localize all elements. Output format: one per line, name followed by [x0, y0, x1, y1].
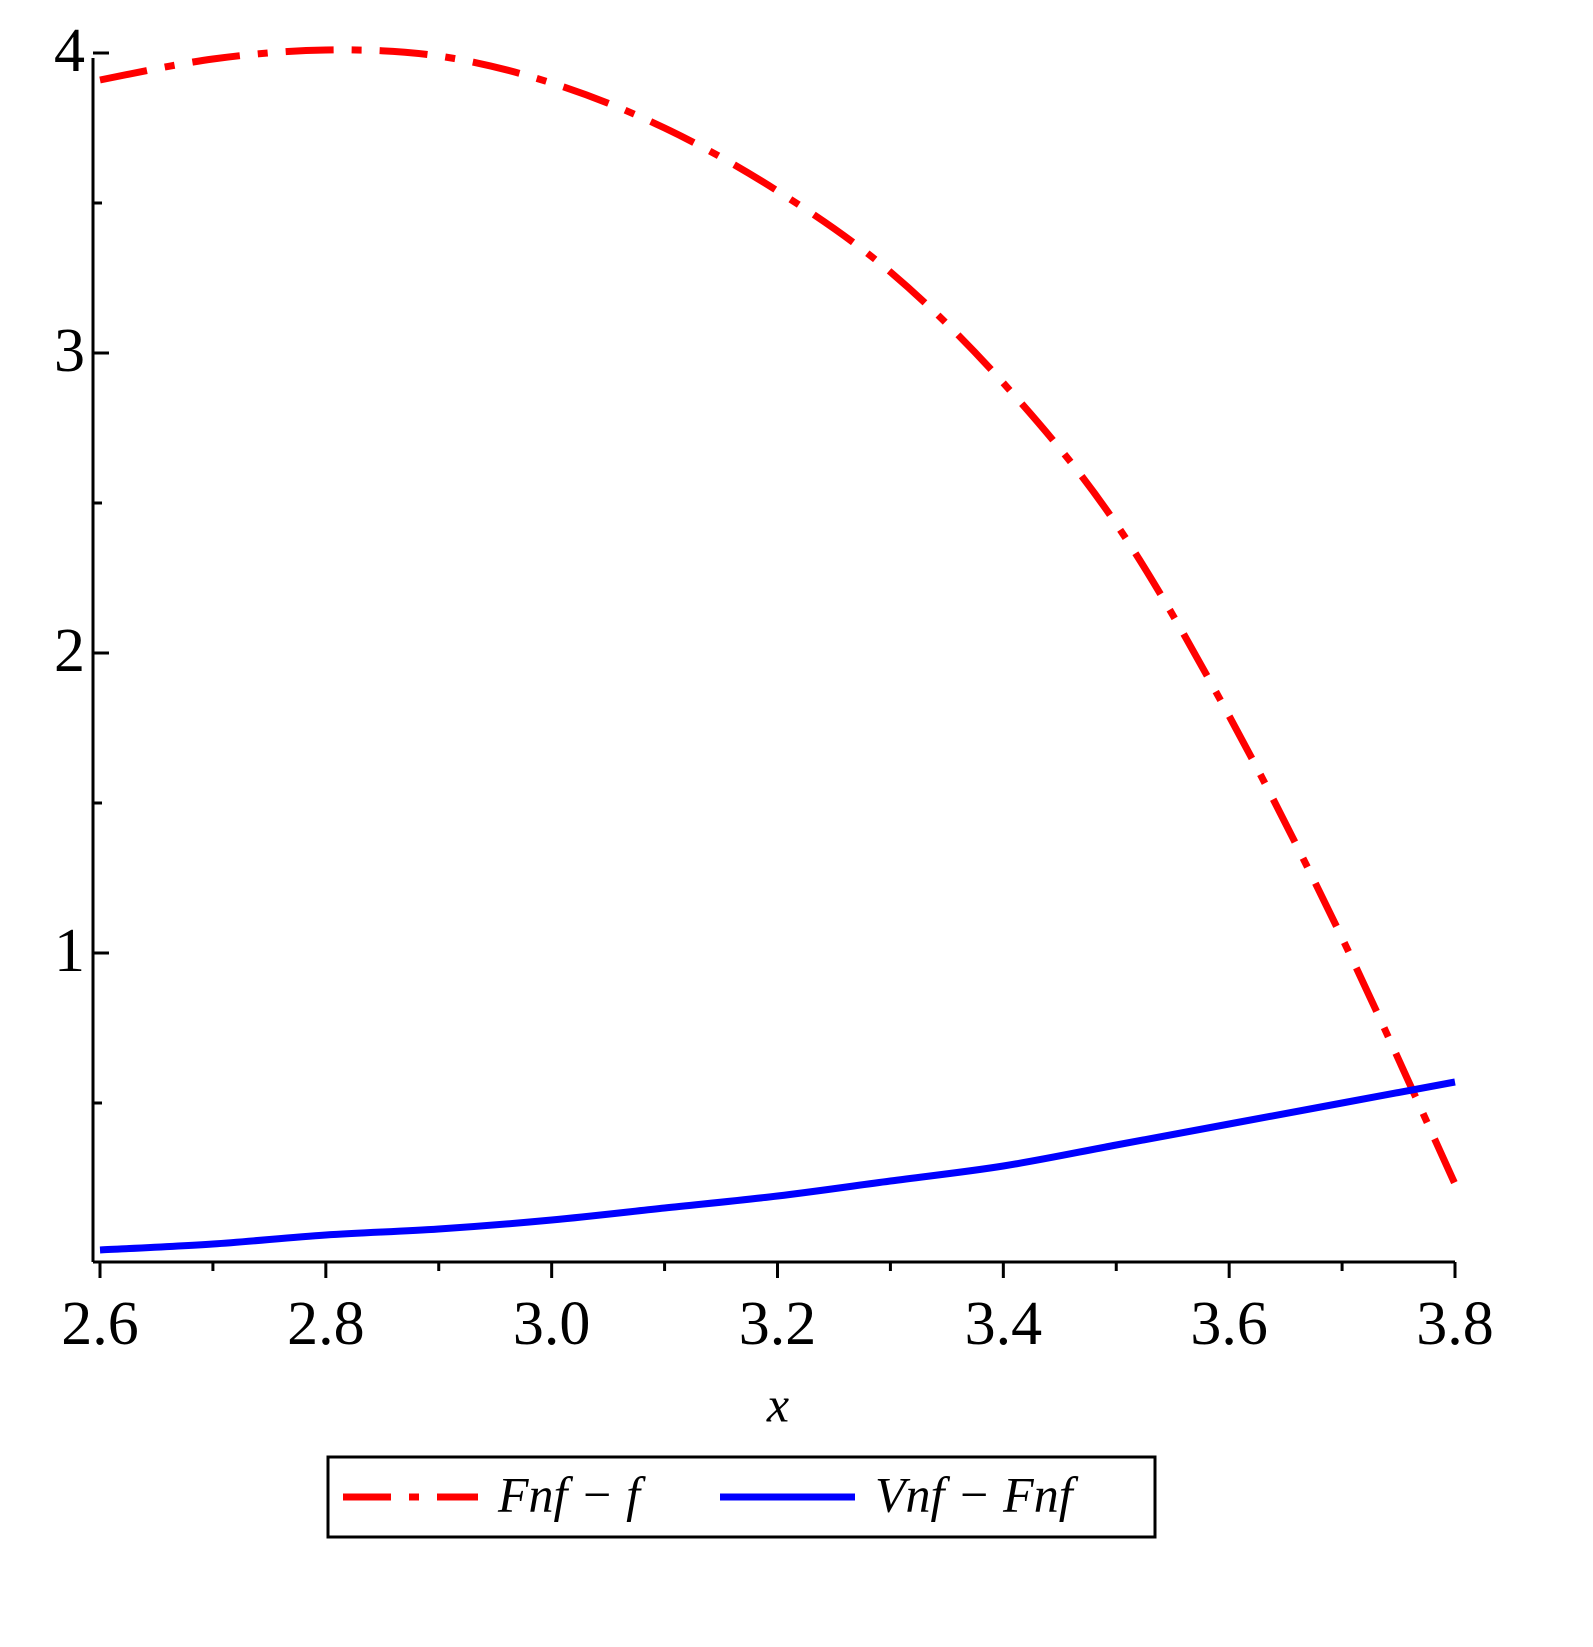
y-tick-label: 3: [54, 317, 85, 385]
y-tick-label: 2: [54, 617, 85, 685]
y-tick-label: 4: [54, 17, 85, 85]
legend-box: [326, 1455, 1157, 1539]
x-axis-label: x: [766, 1376, 789, 1432]
x-tick-label: 3.2: [739, 1290, 817, 1358]
x-tick-label: 3.6: [1190, 1290, 1268, 1358]
legend-label: Vnf − Fnf: [875, 1466, 1079, 1522]
x-tick-label: 2.8: [287, 1290, 365, 1358]
x-tick-label: 3.4: [965, 1290, 1043, 1358]
x-tick-label: 3.8: [1416, 1290, 1494, 1358]
y-tick-label: 1: [54, 917, 85, 985]
x-tick-label: 2.6: [61, 1290, 139, 1358]
line-series: [99, 1078, 1456, 1254]
line-series: [99, 46, 1459, 1186]
legend-label: Fnf − f: [497, 1466, 646, 1522]
x-tick-label: 3.0: [513, 1290, 591, 1358]
